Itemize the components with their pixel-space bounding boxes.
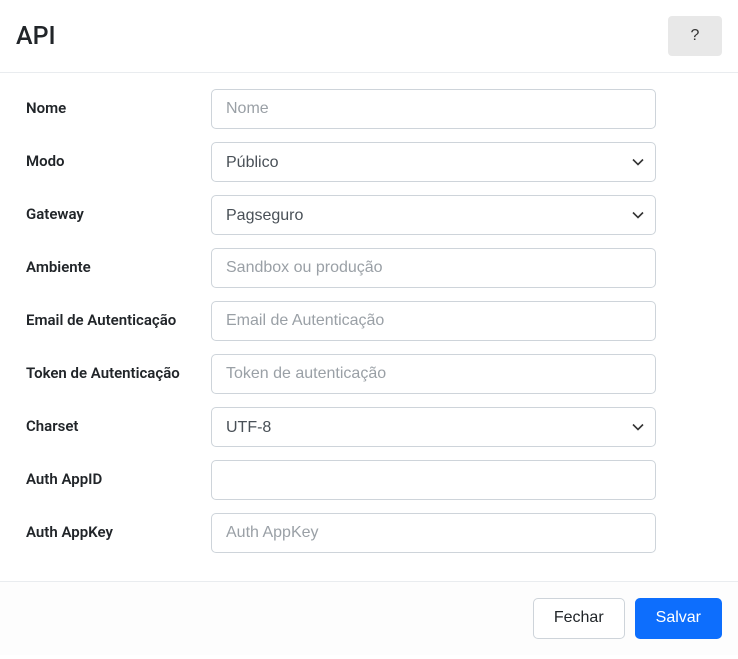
- gateway-select[interactable]: Pagseguro: [211, 195, 656, 235]
- row-ambiente: Ambiente: [16, 248, 722, 288]
- row-email: Email de Autenticação: [16, 301, 722, 341]
- ambiente-input[interactable]: [211, 248, 656, 288]
- row-nome: Nome: [16, 89, 722, 129]
- label-charset: Charset: [16, 407, 211, 436]
- row-auth-appid: Auth AppID: [16, 460, 722, 500]
- close-button[interactable]: Fechar: [533, 598, 625, 639]
- help-button[interactable]: ?: [668, 16, 722, 56]
- label-gateway: Gateway: [16, 195, 211, 224]
- auth-appid-input[interactable]: [211, 460, 656, 500]
- row-charset: Charset UTF-8: [16, 407, 722, 447]
- row-auth-appkey: Auth AppKey: [16, 513, 722, 553]
- modal-header: API ?: [0, 0, 738, 73]
- page-title: API: [16, 22, 56, 51]
- row-gateway: Gateway Pagseguro: [16, 195, 722, 235]
- label-auth-appkey: Auth AppKey: [16, 513, 211, 542]
- label-token: Token de Autenticação: [16, 354, 211, 383]
- label-modo: Modo: [16, 142, 211, 171]
- modo-select[interactable]: Público: [211, 142, 656, 182]
- token-input[interactable]: [211, 354, 656, 394]
- row-modo: Modo Público: [16, 142, 722, 182]
- email-input[interactable]: [211, 301, 656, 341]
- label-auth-appid: Auth AppID: [16, 460, 211, 489]
- nome-input[interactable]: [211, 89, 656, 129]
- modal-footer: Fechar Salvar: [0, 581, 738, 655]
- label-nome: Nome: [16, 89, 211, 118]
- row-token: Token de Autenticação: [16, 354, 722, 394]
- charset-select[interactable]: UTF-8: [211, 407, 656, 447]
- auth-appkey-input[interactable]: [211, 513, 656, 553]
- save-button[interactable]: Salvar: [635, 598, 722, 639]
- label-email: Email de Autenticação: [16, 301, 211, 330]
- label-ambiente: Ambiente: [16, 248, 211, 277]
- modal-body: Nome Modo Público Gateway Pagseguro: [0, 73, 738, 581]
